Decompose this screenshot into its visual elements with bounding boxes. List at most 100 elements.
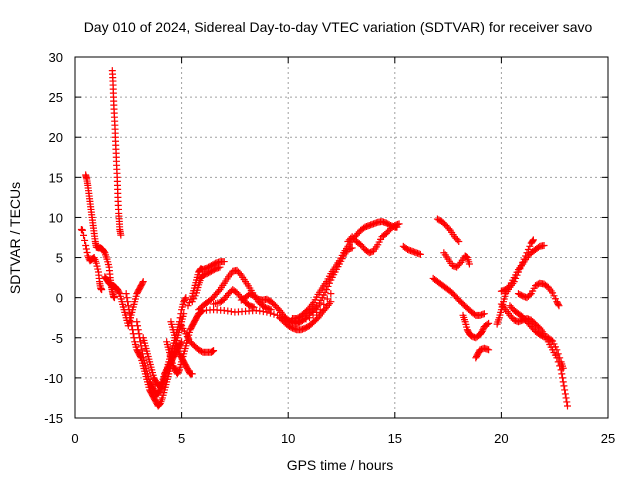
x-tick-label: 25 <box>601 431 615 446</box>
x-axis-label: GPS time / hours <box>287 457 394 473</box>
data-point-plus <box>178 338 186 346</box>
x-tick-label: 20 <box>494 431 508 446</box>
x-tick-label: 0 <box>71 431 78 446</box>
data-point-plus <box>188 298 196 306</box>
y-tick-label: 10 <box>49 210 63 225</box>
series-arc-u <box>429 274 488 319</box>
grid-layer <box>75 57 608 418</box>
data-point-plus <box>175 318 183 326</box>
data-point-plus <box>82 245 90 253</box>
x-tick-label: 15 <box>388 431 402 446</box>
data-point-plus <box>465 260 473 268</box>
data-point-plus <box>175 367 183 375</box>
series-arc-j <box>178 322 218 356</box>
data-point-plus <box>188 370 196 378</box>
series-arc-a <box>77 225 106 294</box>
data-point-plus <box>395 220 403 228</box>
data-point-plus <box>177 310 185 318</box>
data-point-plus <box>82 242 90 250</box>
data-point-plus <box>100 248 108 256</box>
data-point-plus <box>453 236 461 244</box>
y-axis-ticks: -15 -10 -5 0 5 10 15 20 25 30 <box>44 50 608 426</box>
chart-title: Day 010 of 2024, Sidereal Day-to-day VTE… <box>84 19 593 35</box>
data-point-plus <box>323 295 331 303</box>
data-point-plus <box>562 394 570 402</box>
y-tick-label: 20 <box>49 130 63 145</box>
data-point-plus <box>455 260 463 268</box>
data-point-plus <box>560 382 568 390</box>
data-point-plus <box>478 327 486 335</box>
y-tick-label: 15 <box>49 170 63 185</box>
y-tick-label: -15 <box>44 411 63 426</box>
data-point-plus <box>526 291 534 299</box>
data-point-plus <box>327 290 335 298</box>
data-point-plus <box>138 346 146 354</box>
series-arc-x <box>472 344 493 362</box>
data-point-plus <box>547 336 555 344</box>
x-tick-label: 5 <box>178 431 185 446</box>
data-point-plus <box>98 286 106 294</box>
y-tick-label: -5 <box>51 331 63 346</box>
y-tick-label: 30 <box>49 50 63 65</box>
data-marks <box>77 67 571 410</box>
data-point-plus <box>479 326 487 334</box>
data-point-plus <box>158 379 166 387</box>
series-arc-v <box>440 249 473 271</box>
series-arc-n <box>210 286 258 311</box>
data-point-plus <box>93 262 101 270</box>
data-point-plus <box>445 225 453 233</box>
data-point-plus <box>526 242 534 250</box>
series-arc-w <box>459 311 493 342</box>
data-point-plus <box>136 338 144 346</box>
data-point-plus <box>117 231 125 239</box>
data-point-plus <box>549 337 557 345</box>
data-point-plus <box>126 314 134 322</box>
series-arc-r <box>344 220 403 257</box>
data-point-plus <box>115 288 123 296</box>
data-point-plus <box>556 354 564 362</box>
data-point-plus <box>139 278 147 286</box>
data-point-plus <box>553 346 561 354</box>
data-point-plus <box>216 263 224 271</box>
data-point-plus <box>551 295 559 303</box>
data-point-plus <box>191 292 199 300</box>
series-arc-p <box>276 298 335 334</box>
data-point-plus <box>554 300 562 308</box>
data-point-plus <box>184 302 192 310</box>
data-point-plus <box>135 330 143 338</box>
series-arc-l <box>188 263 224 306</box>
series-arc-c <box>108 67 125 239</box>
data-point-plus <box>84 252 92 260</box>
data-point-plus <box>134 326 142 334</box>
x-tick-label: 10 <box>281 431 295 446</box>
data-point-plus <box>555 302 563 310</box>
data-point-plus <box>80 231 88 239</box>
data-point-plus <box>554 350 562 358</box>
data-point-plus <box>559 374 567 382</box>
series-arc-o <box>237 244 356 327</box>
data-point-plus <box>125 306 133 314</box>
series-arc-b <box>82 171 118 302</box>
data-point-plus <box>485 319 493 327</box>
series-arc-i <box>167 318 196 378</box>
data-point-plus <box>563 398 571 406</box>
data-point-plus <box>561 386 569 394</box>
data-point-plus <box>266 309 274 317</box>
data-point-plus <box>483 320 491 328</box>
data-point-plus <box>540 242 548 250</box>
data-point-plus <box>134 322 142 330</box>
data-point-plus <box>215 287 223 295</box>
data-point-plus <box>529 236 537 244</box>
data-point-plus <box>220 258 228 266</box>
data-point-plus <box>124 298 132 306</box>
data-point-plus <box>480 310 488 318</box>
data-point-plus <box>551 343 559 351</box>
data-point-plus <box>126 310 134 318</box>
data-point-plus <box>250 303 258 311</box>
data-point-plus <box>559 378 567 386</box>
x-axis-ticks: 0 5 10 15 20 25 <box>71 57 615 446</box>
series-arc-d <box>101 273 147 330</box>
series-arc-ac <box>514 279 563 310</box>
data-point-plus <box>176 314 184 322</box>
